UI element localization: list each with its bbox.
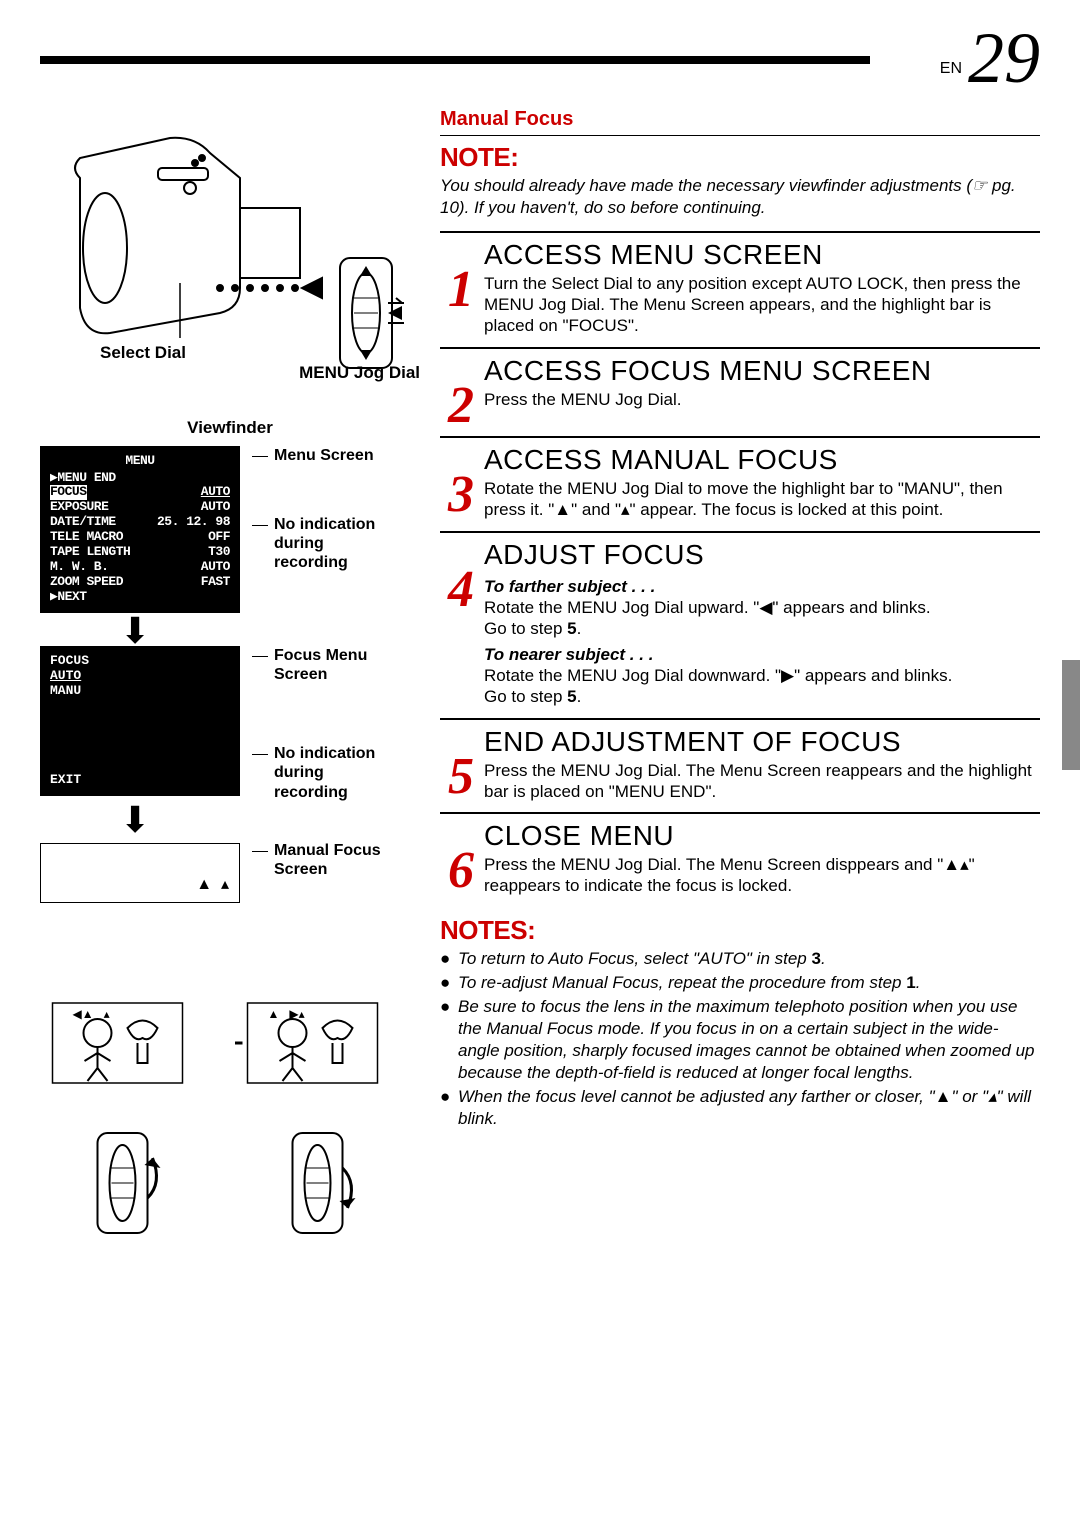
focus-manu: MANU [50, 684, 230, 699]
note-item: To re-adjust Manual Focus, repeat the pr… [440, 972, 1040, 994]
step-text: Press the MENU Jog Dial. The Menu Screen… [484, 854, 1040, 897]
select-dial-label: Select Dial [100, 343, 186, 363]
jog-down-diagram [235, 1123, 400, 1243]
step-text: Rotate the MENU Jog Dial to move the hig… [484, 478, 1040, 521]
manual-focus-screen: ▲ ▴ [40, 843, 240, 903]
menu-row: TELE MACROOFF [50, 530, 230, 545]
step-text: Turn the Select Dial to any position exc… [484, 273, 1040, 337]
no-indication-2: No indication during recording [274, 744, 394, 802]
camera-diagram: Select Dial MENU Jog Dial [40, 108, 420, 398]
step: 5 END ADJUSTMENT OF FOCUSPress the MENU J… [440, 720, 1040, 803]
step-text: Press the MENU Jog Dial. The Menu Screen… [484, 760, 1040, 803]
step-text: Press the MENU Jog Dial. [484, 389, 1040, 410]
sub-heading: To nearer subject . . . [484, 645, 1040, 665]
step: 2 ACCESS FOCUS MENU SCREENPress the MENU … [440, 349, 1040, 427]
menu-screen: MENU ▶MENU ENDFOCUSAUTOEXPOSUREAUTODATE/… [40, 446, 240, 613]
svg-text:◀▲ ▴: ◀▲ ▴ [73, 1007, 110, 1021]
focus-exit: EXIT [50, 773, 81, 788]
step-heading: CLOSE MENU [484, 820, 1040, 852]
menu-row: ▶MENU END [50, 471, 230, 486]
svg-text:▲ ▶▴: ▲ ▶▴ [268, 1007, 305, 1021]
step-heading: ACCESS MANUAL FOCUS [484, 444, 1040, 476]
menu-row: ▶NEXT [50, 590, 230, 605]
page-prefix: EN [940, 60, 962, 78]
step-text: Go to step 5. [484, 618, 1040, 639]
header-bar [40, 56, 870, 64]
step-text: Go to step 5. [484, 686, 1040, 707]
page-number: 29 [968, 30, 1040, 88]
note-item: To return to Auto Focus, select "AUTO" i… [440, 948, 1040, 970]
step: 4ADJUST FOCUSTo farther subject . . .Rot… [440, 533, 1040, 708]
down-arrow-1: ⬇ [120, 617, 420, 646]
focus-icons: ▲ ▴ [196, 874, 229, 894]
menu-row: M. W. B.AUTO [50, 560, 230, 575]
sub-heading: To farther subject . . . [484, 577, 1040, 597]
menu-row: DATE/TIME25. 12. 98 [50, 515, 230, 530]
section-title: Manual Focus [440, 108, 1040, 131]
step-heading: ACCESS MENU SCREEN [484, 239, 1040, 271]
menu-row: EXPOSUREAUTO [50, 500, 230, 515]
note-item: When the focus level cannot be adjusted … [440, 1086, 1040, 1130]
step-number: 1 [440, 269, 474, 337]
left-column: Select Dial MENU Jog Dial Viewfinder MEN… [40, 108, 420, 1243]
step-number: 6 [440, 850, 474, 897]
note-body: You should already have made the necessa… [440, 175, 1040, 219]
step-text: Rotate the MENU Jog Dial upward. "◀" app… [484, 597, 1040, 618]
step-number: 5 [440, 756, 474, 803]
note-heading: NOTE: [440, 142, 1040, 173]
jog-up-diagram [40, 1123, 205, 1243]
step: 1 ACCESS MENU SCREENTurn the Select Dial … [440, 233, 1040, 337]
step-heading: ADJUST FOCUS [484, 539, 1040, 571]
menu-row: TAPE LENGTHT30 [50, 545, 230, 560]
step-number: 2 [440, 385, 474, 427]
focus-auto: AUTO [50, 668, 81, 683]
menu-jog-label: MENU Jog Dial [299, 363, 420, 383]
focus-title: FOCUS [50, 654, 230, 669]
step-number: 4 [440, 569, 474, 708]
focus-menu-screen: FOCUS AUTO MANU EXIT [40, 646, 240, 796]
note-item: Be sure to focus the lens in the maximum… [440, 996, 1040, 1084]
menu-row: ZOOM SPEEDFAST [50, 575, 230, 590]
step-number: 3 [440, 474, 474, 521]
step: 6 CLOSE MENUPress the MENU Jog Dial. The … [440, 814, 1040, 897]
near-subject-diagram: ▲ ▶▴ [235, 983, 400, 1103]
step-heading: ACCESS FOCUS MENU SCREEN [484, 355, 1040, 387]
side-tab [1062, 660, 1080, 770]
far-subject-diagram: ◀▲ ▴ [40, 983, 205, 1103]
menu-row: FOCUSAUTO [50, 485, 230, 500]
notes-heading: NOTES: [440, 915, 1040, 946]
step: 3 ACCESS MANUAL FOCUSRotate the MENU Jog … [440, 438, 1040, 521]
bottom-diagrams: ◀▲ ▴ ▲ ▶▴ [40, 983, 400, 1243]
no-indication-1: No indication during recording [274, 515, 394, 573]
step-heading: END ADJUSTMENT OF FOCUS [484, 726, 1040, 758]
manual-focus-annot: Manual Focus Screen [274, 841, 394, 879]
menu-screen-annot: Menu Screen [274, 446, 374, 465]
notes-list: To return to Auto Focus, select "AUTO" i… [440, 948, 1040, 1131]
viewfinder-label: Viewfinder [40, 418, 420, 438]
menu-title: MENU [50, 454, 230, 469]
focus-menu-annot: Focus Menu Screen [274, 646, 394, 684]
step-text: Rotate the MENU Jog Dial downward. "▶" a… [484, 665, 1040, 686]
right-column: Manual Focus NOTE: You should already ha… [440, 108, 1040, 1243]
down-arrow-2: ⬇ [120, 806, 420, 835]
